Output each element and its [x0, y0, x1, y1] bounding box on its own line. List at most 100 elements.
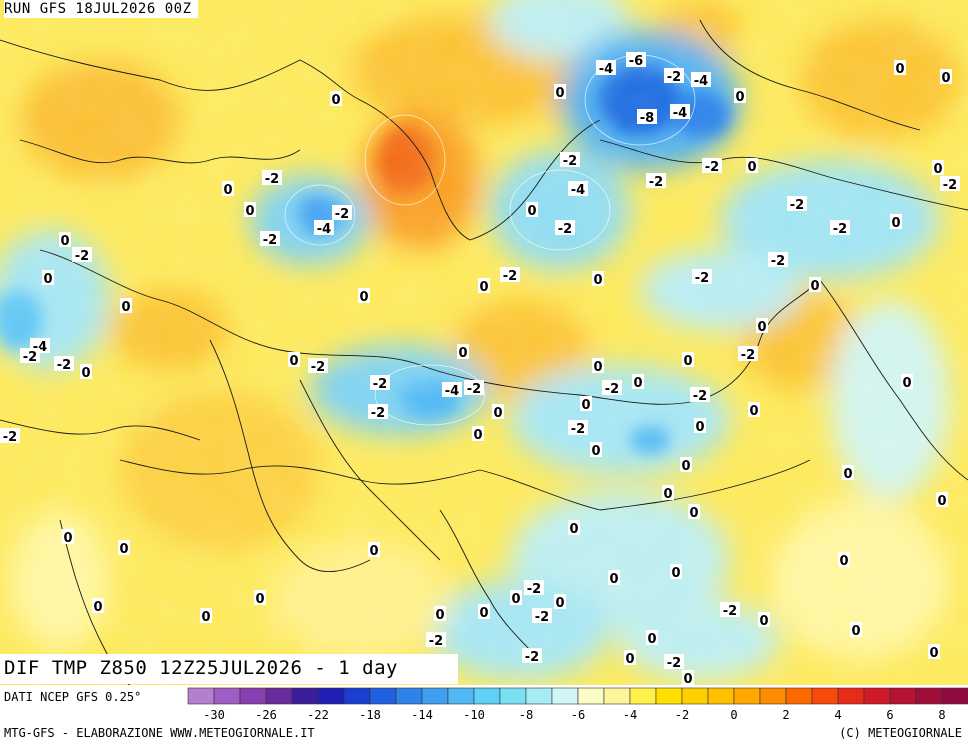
contour-label-text: -2 — [57, 358, 71, 373]
data-source: DATI NCEP GFS 0.25° — [4, 690, 142, 704]
contour-label: 0 — [928, 644, 940, 661]
contour-label: 0 — [838, 552, 850, 569]
legend-swatch — [317, 687, 345, 705]
contour-label-text: 0 — [479, 280, 488, 295]
legend-tick-label: -18 — [359, 708, 381, 722]
subtitle-box — [0, 654, 458, 684]
contour-label: -2 — [560, 152, 580, 169]
legend-swatch — [369, 687, 397, 705]
contour-label-text: -8 — [640, 111, 654, 126]
contour-label: 0 — [478, 278, 490, 295]
contour-label-text: 0 — [735, 90, 744, 105]
contour-label-text: 0 — [511, 592, 520, 607]
map-canvas: -6 -4 -2 -4 0 -8 -4 0 0 0 0 -2 -2 0 -2 -4 0 -2 -2 0 0 -2 -4 -2 0… — [0, 0, 968, 685]
contour-label-text: 0 — [683, 354, 692, 369]
contour-label-text: 0 — [681, 459, 690, 474]
contour-label: -2 — [692, 269, 712, 286]
contour-label-text: 0 — [93, 600, 102, 615]
contour-label-text: 0 — [633, 376, 642, 391]
contour-label: 0 — [688, 504, 700, 521]
contour-label: -2 — [54, 356, 74, 373]
contour-label: -2 — [768, 252, 788, 269]
contour-label: 0 — [809, 277, 821, 294]
contour-label-text: -4 — [673, 106, 687, 121]
contour-label: 0 — [682, 352, 694, 369]
contour-label: 0 — [592, 271, 604, 288]
contour-label: 0 — [434, 606, 446, 623]
contour-label: 0 — [42, 270, 54, 287]
credits: MTG-GFS - ELABORAZIONE WWW.METEOGIORNALE… — [4, 726, 315, 740]
contour-label-text: 0 — [119, 542, 128, 557]
contour-label: 0 — [580, 396, 592, 413]
contour-label-text: 0 — [121, 300, 130, 315]
contour-label: -2 — [940, 176, 960, 193]
contour-label-text: -2 — [790, 198, 804, 213]
contour-label: 0 — [850, 622, 862, 639]
legend-swatch — [421, 687, 449, 705]
legend-swatch — [941, 687, 968, 705]
contour-label-text: -2 — [23, 350, 37, 365]
contour-label: -2 — [368, 404, 388, 421]
contour-label: -2 — [260, 231, 280, 248]
contour-label-text: 0 — [81, 366, 90, 381]
legend-tick-label: 0 — [730, 708, 737, 722]
contour-label-text: -2 — [741, 348, 755, 363]
contour-label-text: -2 — [429, 634, 443, 649]
contour-label: -6 — [626, 52, 646, 69]
contour-label-text: 0 — [671, 566, 680, 581]
contour-label-text: -4 — [317, 222, 331, 237]
contour-label-text: -2 — [467, 382, 481, 397]
contour-label: 0 — [756, 318, 768, 335]
contour-label: -8 — [637, 109, 657, 126]
contour-labels: -6 -4 -2 -4 0 -8 -4 0 0 0 0 -2 -2 0 -2 -4 0 -2 -2 0 0 -2 -4 -2 0… — [0, 52, 960, 685]
contour-label-text: -2 — [693, 389, 707, 404]
contour-label-text: -2 — [833, 222, 847, 237]
contour-label: 0 — [734, 88, 746, 105]
contour-label: 0 — [554, 594, 566, 611]
contour-label: -2 — [308, 358, 328, 375]
contour-label: 0 — [748, 402, 760, 419]
contour-label-text: 0 — [810, 279, 819, 294]
contour-label: -2 — [72, 247, 92, 264]
legend-swatch — [863, 687, 891, 705]
contour-label: -2 — [738, 346, 758, 363]
contour-label-text: 0 — [843, 467, 852, 482]
contour-label-text: 0 — [473, 428, 482, 443]
contour-label-text: 0 — [591, 444, 600, 459]
legend-swatch — [395, 687, 423, 705]
contour-label: 0 — [254, 590, 266, 607]
contour-label-text: 0 — [581, 398, 590, 413]
contour-label: 0 — [758, 612, 770, 629]
contour-label-text: -2 — [771, 254, 785, 269]
contour-label-text: -6 — [629, 54, 643, 69]
legend-swatch — [655, 687, 683, 705]
contour-label: 0 — [472, 426, 484, 443]
legend-swatch — [629, 687, 657, 705]
legend-tick-label: -4 — [623, 708, 637, 722]
legend-swatch — [837, 687, 865, 705]
contour-label: -2 — [262, 170, 282, 187]
contour-label: 0 — [368, 542, 380, 559]
contour-label-text: 0 — [255, 592, 264, 607]
contour-label-text: -2 — [75, 249, 89, 264]
contour-label-text: 0 — [695, 420, 704, 435]
contour-label: -2 — [524, 580, 544, 597]
contour-label: -2 — [702, 158, 722, 175]
legend-swatch — [733, 687, 761, 705]
legend-tick-label: -14 — [411, 708, 433, 722]
contour-label-text: -2 — [705, 160, 719, 175]
contour-label-text: 0 — [331, 93, 340, 108]
contour-label: -2 — [426, 632, 446, 649]
legend-tick-label: -26 — [255, 708, 277, 722]
contour-label-text: -4 — [571, 183, 585, 198]
contour-label: 0 — [646, 630, 658, 647]
contour-label-text: 0 — [369, 544, 378, 559]
contour-label-text: 0 — [593, 273, 602, 288]
contour-label: 0 — [358, 288, 370, 305]
contour-label-text: -4 — [694, 74, 708, 89]
contour-label: 0 — [244, 202, 256, 219]
legend-swatch — [343, 687, 371, 705]
legend-swatch — [499, 687, 527, 705]
contour-label: 0 — [940, 69, 952, 86]
legend-swatch — [291, 687, 319, 705]
